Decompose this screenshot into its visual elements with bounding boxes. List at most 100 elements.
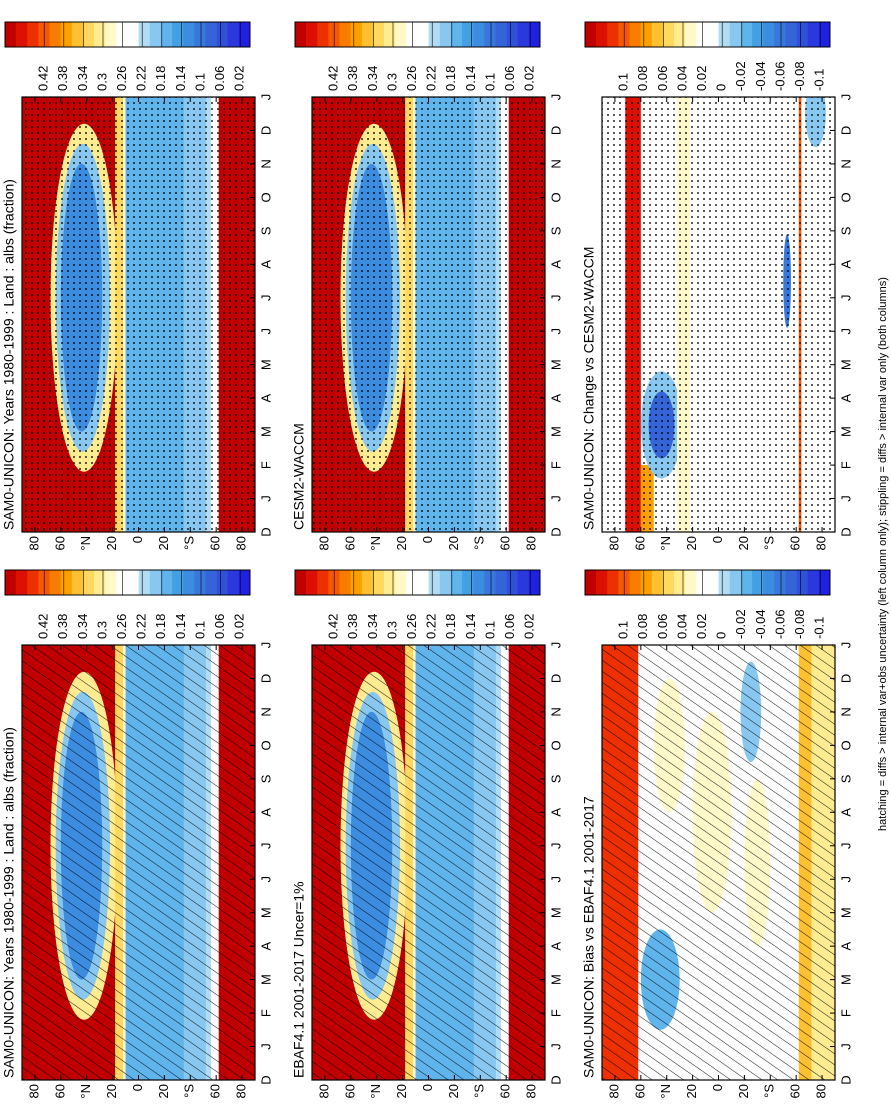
panel-title: EBAF4.1 2001-2017 Uncer=1% xyxy=(291,881,307,1078)
colorbar-label: 0.14 xyxy=(173,614,188,639)
colorbar-swatch xyxy=(785,22,797,47)
colorbar-label: -0.1 xyxy=(812,69,827,91)
y-tick-label: 80 xyxy=(233,536,248,550)
heatmap xyxy=(312,97,545,532)
y-tick-label: °N xyxy=(368,1084,383,1099)
colorbar-label: -0.02 xyxy=(733,609,748,639)
colorbar-label: 0.18 xyxy=(153,66,168,91)
heatmap xyxy=(22,645,255,1080)
x-tick-label: D xyxy=(548,126,563,135)
colorbar-label: 0.34 xyxy=(75,66,90,91)
colorbar-swatch xyxy=(662,570,675,595)
colorbar-label: 0.02 xyxy=(522,66,537,91)
x-tick-label: A xyxy=(838,808,853,817)
y-tick-label: °N xyxy=(658,1084,673,1099)
colorbar-label: -0.08 xyxy=(792,61,807,91)
colorbar-label: 0.02 xyxy=(694,66,709,91)
colorbar-label: 0.18 xyxy=(443,66,458,91)
colorbar-swatch xyxy=(696,570,708,595)
colorbar-swatch xyxy=(384,22,396,47)
x-tick-label: N xyxy=(548,159,563,168)
y-tick-label: 60 xyxy=(498,536,513,550)
colorbar-swatch xyxy=(473,22,485,47)
colorbar-swatch xyxy=(417,22,429,47)
colorbar-swatch xyxy=(127,570,139,595)
colorbar-swatch xyxy=(428,22,441,47)
colorbar-label: -0.1 xyxy=(812,617,827,639)
x-tick-label: J xyxy=(258,495,273,502)
colorbar-swatch xyxy=(317,570,329,595)
colorbar-label: -0.08 xyxy=(792,609,807,639)
colorbar-label: 0.02 xyxy=(694,614,709,639)
colorbar-swatch xyxy=(785,570,797,595)
y-tick-label: 20 xyxy=(684,536,699,550)
y-tick-label: 0 xyxy=(710,536,725,543)
y-tick-label: 60 xyxy=(498,1084,513,1098)
y-tick-label: 60 xyxy=(788,536,803,550)
y-tick-label: 20 xyxy=(104,1084,119,1098)
x-tick-label: J xyxy=(548,642,563,649)
x-tick-label: J xyxy=(838,495,853,502)
x-tick-label: A xyxy=(548,260,563,269)
colorbar-swatch xyxy=(818,570,831,595)
x-tick-label: A xyxy=(258,808,273,817)
x-tick-label: D xyxy=(258,126,273,135)
colorbar-label: 0.1 xyxy=(192,73,207,91)
y-tick-label: °S xyxy=(762,1084,777,1098)
y-tick-label: 60 xyxy=(632,536,647,550)
colorbar-swatch xyxy=(94,22,106,47)
colorbar-label: 0.1 xyxy=(192,621,207,639)
y-tick-label: 60 xyxy=(208,536,223,550)
colorbar-swatch xyxy=(172,22,184,47)
colorbar-label: 0.38 xyxy=(55,614,70,639)
y-tick-label: 80 xyxy=(316,536,331,550)
colorbar-swatch xyxy=(16,570,28,595)
x-tick-label: D xyxy=(258,527,273,536)
colorbar-label: 0 xyxy=(714,84,729,91)
x-tick-label: J xyxy=(548,328,563,335)
y-tick-label: 80 xyxy=(233,1084,248,1098)
y-tick-label: °S xyxy=(472,1084,487,1098)
y-tick-label: 80 xyxy=(26,1084,41,1098)
x-tick-label: M xyxy=(548,359,563,370)
x-tick-label: F xyxy=(258,1009,273,1017)
x-tick-label: M xyxy=(838,426,853,437)
colorbar-swatch xyxy=(674,570,686,595)
colorbar-swatch xyxy=(439,22,452,47)
colorbar-swatch xyxy=(651,22,664,47)
colorbar-swatch xyxy=(372,570,385,595)
colorbar-label: 0.42 xyxy=(36,66,51,91)
colorbar-label: 0.1 xyxy=(482,621,497,639)
y-tick-label: 60 xyxy=(342,536,357,550)
colorbar-swatch xyxy=(640,570,653,595)
colorbar-swatch xyxy=(607,22,619,47)
colorbar-frame xyxy=(294,21,541,48)
colorbar-swatch xyxy=(194,22,206,47)
x-tick-label: J xyxy=(548,843,563,850)
x-tick-label: A xyxy=(258,941,273,950)
y-tick-label: 60 xyxy=(342,1084,357,1098)
colorbar-swatch xyxy=(27,22,39,47)
y-tick-label: 60 xyxy=(208,1084,223,1098)
colorbar-label: 0.08 xyxy=(635,614,650,639)
colorbar-frame xyxy=(294,569,541,596)
colorbar-label: 0.3 xyxy=(384,73,399,91)
colorbar-label: 0.22 xyxy=(134,614,149,639)
y-tick-label: 80 xyxy=(26,536,41,550)
colorbar-label: 0.26 xyxy=(114,66,129,91)
colorbar-swatch xyxy=(796,570,809,595)
colorbar-swatch xyxy=(752,570,764,595)
x-tick-label: M xyxy=(258,426,273,437)
colorbar-swatch xyxy=(49,570,61,595)
colorbar-label: 0.1 xyxy=(616,621,631,639)
x-tick-label: D xyxy=(258,1075,273,1084)
y-tick-label: 60 xyxy=(632,1084,647,1098)
x-tick-label: D xyxy=(548,527,563,536)
overlay-stippling xyxy=(312,97,545,532)
colorbar-swatch xyxy=(752,22,764,47)
colorbar-swatch xyxy=(707,570,719,595)
colorbar-label: 0.02 xyxy=(232,614,247,639)
colorbar-swatch xyxy=(395,570,407,595)
x-tick-label: M xyxy=(258,907,273,918)
